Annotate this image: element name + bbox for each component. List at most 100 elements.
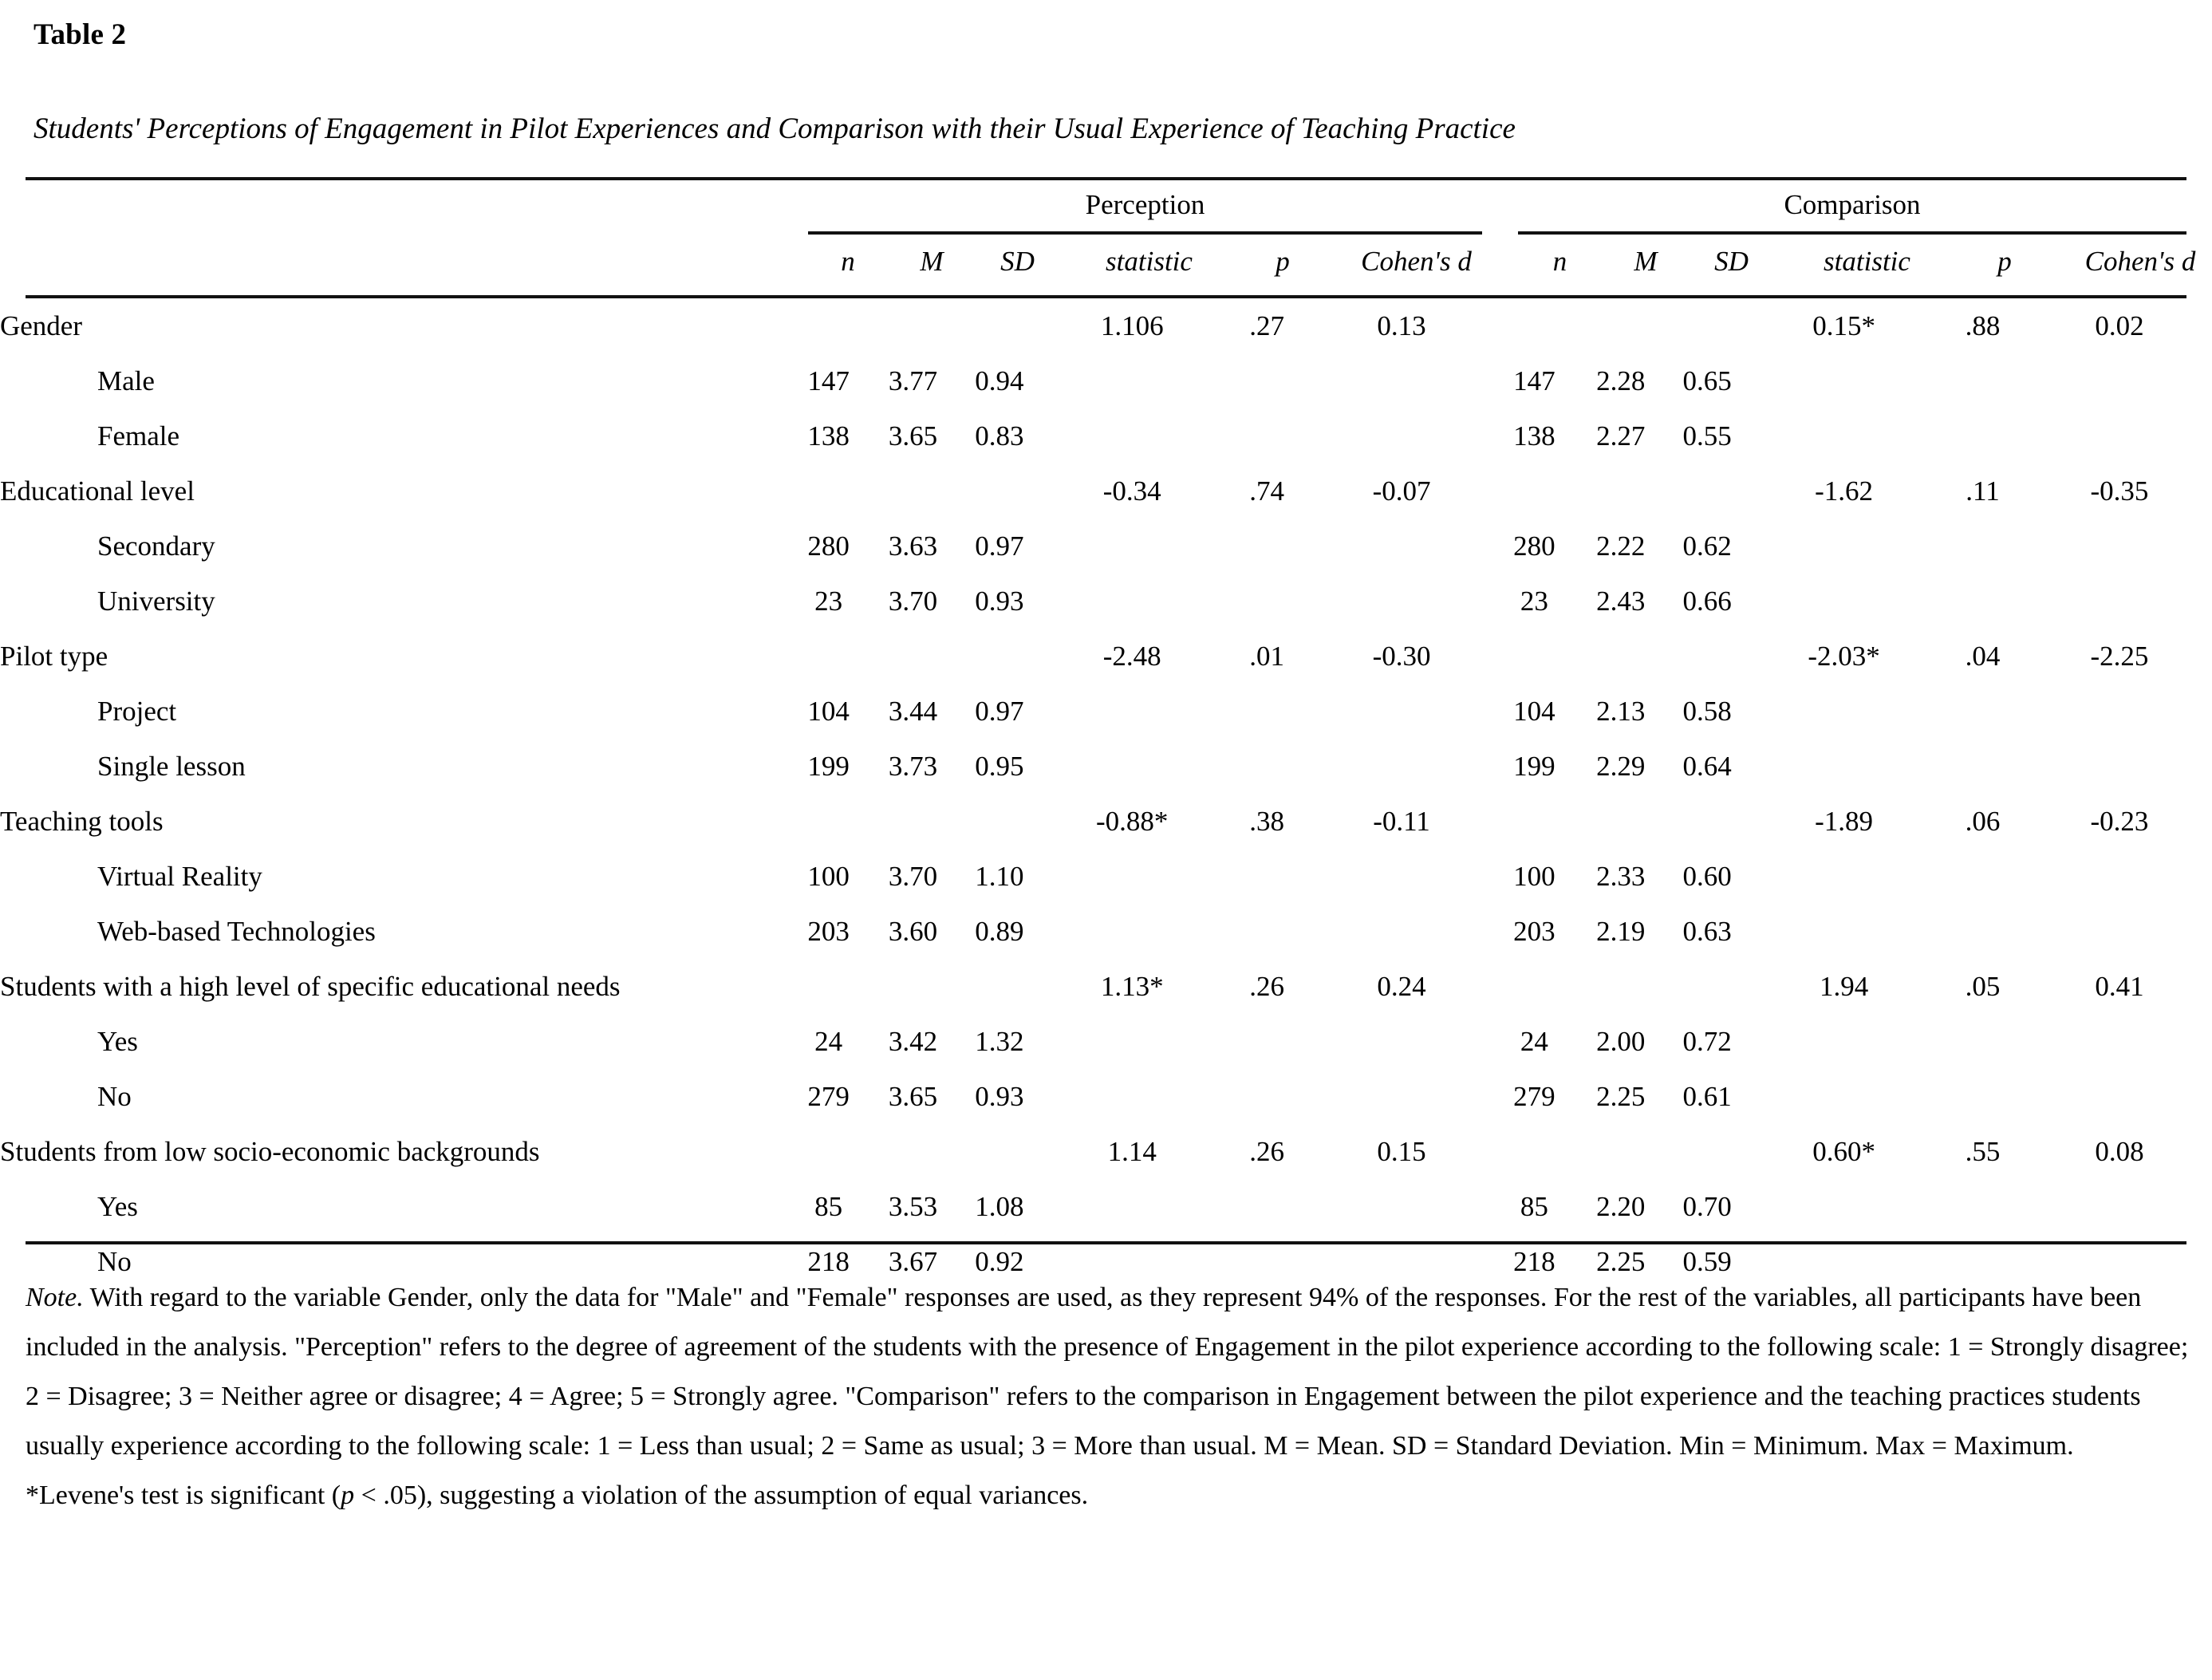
table-bottom-rule: [26, 1241, 2186, 1244]
cell-n1: 203: [807, 915, 850, 947]
cell-m1: 3.67: [888, 1245, 938, 1277]
cell-st1: 1.13*: [1100, 970, 1164, 1002]
cell-n2: [1492, 1124, 1576, 1179]
cell-p1: [1223, 519, 1311, 574]
cell-st1: [1042, 519, 1223, 574]
table-row: University 23 3.70 0.93 23 2.43 0.66: [0, 574, 2212, 629]
cell-n1: 24: [814, 1025, 843, 1057]
cell-sd1: [957, 794, 1042, 849]
cell-p1: [1223, 739, 1311, 794]
cell-st1: [1042, 904, 1223, 959]
cell-st2: [1749, 1069, 1938, 1124]
row-label: Educational level: [0, 475, 195, 507]
cell-n2: 199: [1513, 750, 1555, 782]
table-body: Gender 1.106 .27 0.13 0.15* .88 0.02 Male 147 3.7…: [0, 298, 2212, 1289]
cell-n1: 218: [807, 1245, 850, 1277]
cell-st1: 1.106: [1100, 310, 1164, 341]
cell-d2: 0.08: [2095, 1135, 2144, 1167]
cell-st2: -1.89: [1815, 805, 1874, 837]
cell-sd2: [1665, 463, 1749, 519]
statistics-table: Gender 1.106 .27 0.13 0.15* .88 0.02 Male 147 3.7…: [0, 298, 2212, 1289]
cell-n2: 203: [1513, 915, 1555, 947]
cell-p2: [1938, 684, 2027, 739]
cell-sd2: 0.63: [1682, 915, 1732, 947]
cell-sd2: [1665, 298, 1749, 353]
cell-m1: [869, 794, 957, 849]
cell-st1: -0.34: [1102, 475, 1161, 507]
colhead-p-comparison: p: [1997, 246, 2012, 277]
cell-p2: .06: [1965, 805, 2001, 837]
cell-sd2: [1665, 1124, 1749, 1179]
cell-d2: [2027, 849, 2212, 904]
cell-p1: [1223, 1069, 1311, 1124]
cell-n2: 23: [1520, 585, 1548, 617]
cell-p2: [1938, 574, 2027, 629]
row-sublabel: Female: [97, 420, 180, 452]
cell-n1: 279: [807, 1080, 850, 1112]
cell-p2: .88: [1965, 310, 2001, 341]
row-label: Gender: [0, 310, 83, 341]
cell-m1: 3.65: [888, 420, 938, 452]
cell-p1: [1223, 408, 1311, 463]
colhead-sd-comparison: SD: [1714, 246, 1749, 277]
table-top-rule: [26, 177, 2186, 180]
cell-n2: 104: [1513, 695, 1555, 727]
cell-m2: 2.29: [1596, 750, 1646, 782]
cell-p1: .26: [1249, 970, 1284, 1002]
colhead-p-perception: p: [1276, 246, 1290, 277]
cell-n1: [788, 794, 869, 849]
row-label: Students with a high level of specific e…: [0, 970, 621, 1002]
footnote-suffix: < .05), suggesting a violation of the as…: [354, 1481, 1089, 1510]
cell-st2: -1.62: [1815, 475, 1874, 507]
cell-st2: [1749, 849, 1938, 904]
cell-n2: [1492, 463, 1576, 519]
cell-n1: 100: [807, 860, 850, 892]
cell-sd2: 0.64: [1682, 750, 1732, 782]
cell-st2: [1749, 1179, 1938, 1234]
cell-p1: [1223, 1179, 1311, 1234]
cell-m1: [869, 959, 957, 1014]
cell-st1: -2.48: [1102, 640, 1161, 672]
cell-sd2: 0.62: [1682, 530, 1732, 562]
colhead-sd-perception: SD: [1000, 246, 1035, 277]
cell-sd2: 0.65: [1682, 365, 1732, 396]
cell-p1: .38: [1249, 805, 1284, 837]
row-sublabel: Virtual Reality: [97, 860, 262, 892]
cell-n1: 147: [807, 365, 850, 396]
row-sublabel: Project: [97, 695, 177, 727]
cell-st2: 0.60*: [1812, 1135, 1875, 1167]
cell-p2: [1938, 739, 2027, 794]
cell-d1: [1311, 519, 1492, 574]
cell-d2: 0.02: [2095, 310, 2144, 341]
cell-p1: .26: [1249, 1135, 1284, 1167]
cell-st1: [1042, 574, 1223, 629]
cell-n2: [1492, 959, 1576, 1014]
cell-sd1: 0.94: [975, 365, 1024, 396]
cell-n1: 280: [807, 530, 850, 562]
cell-sd2: 0.59: [1682, 1245, 1732, 1277]
note-prefix: Note.: [26, 1283, 84, 1312]
cell-p2: .55: [1965, 1135, 2001, 1167]
cell-m1: [869, 629, 957, 684]
cell-st2: [1749, 574, 1938, 629]
cell-m2: 2.20: [1596, 1190, 1646, 1222]
cell-st2: [1749, 739, 1938, 794]
cell-p2: [1938, 353, 2027, 408]
cell-m2: 2.19: [1596, 915, 1646, 947]
cell-p1: [1223, 849, 1311, 904]
cell-p2: [1938, 1069, 2027, 1124]
table-row: Students from low socio-economic backgro…: [0, 1124, 2212, 1179]
cell-sd2: [1665, 629, 1749, 684]
cell-sd1: 1.10: [975, 860, 1024, 892]
cell-m2: [1576, 794, 1665, 849]
cell-d1: [1311, 353, 1492, 408]
cell-n2: 279: [1513, 1080, 1555, 1112]
cell-m2: 2.43: [1596, 585, 1646, 617]
cell-n1: [788, 298, 869, 353]
cell-m1: [869, 1124, 957, 1179]
cell-sd2: 0.72: [1682, 1025, 1732, 1057]
table-row: Yes 24 3.42 1.32 24 2.00 0.72: [0, 1014, 2212, 1069]
cell-n1: 138: [807, 420, 850, 452]
table-row: Web-based Technologies 203 3.60 0.89 203 2.19…: [0, 904, 2212, 959]
